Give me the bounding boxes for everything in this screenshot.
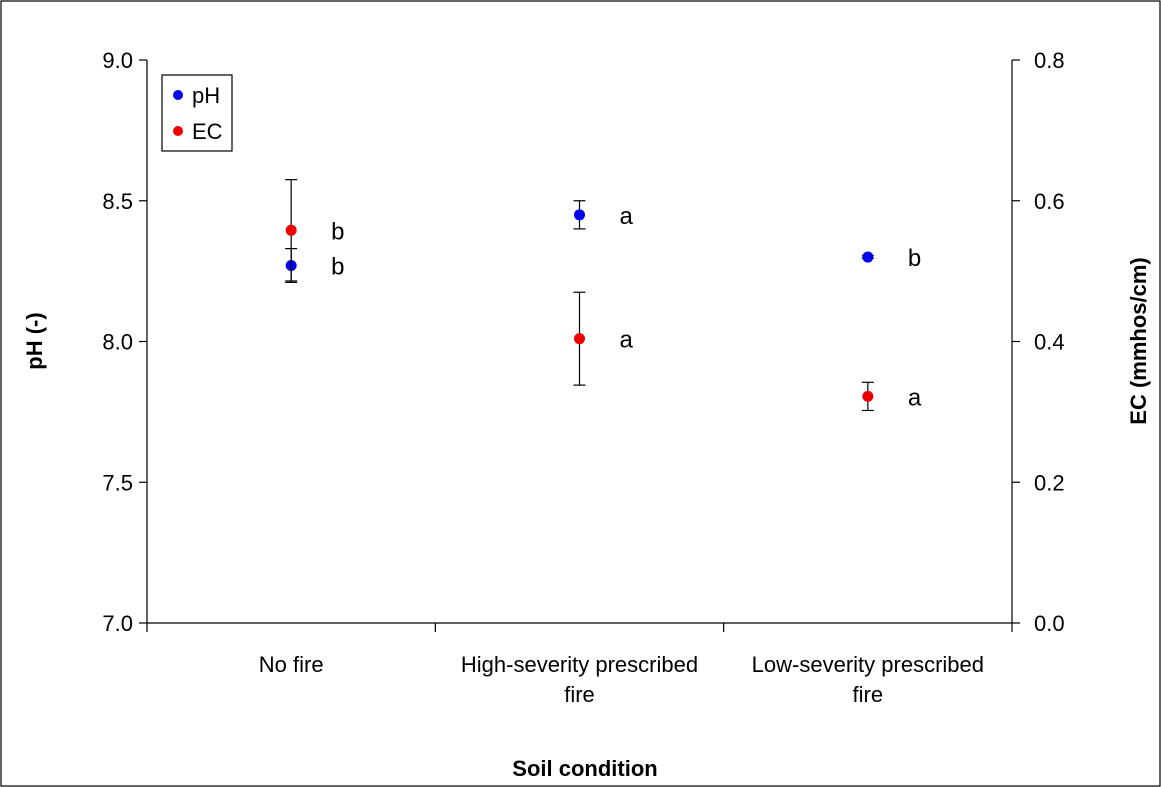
legend-marker-ph [173,90,183,100]
y-right-tick-label: 0.0 [1034,611,1065,636]
x-tick-label: No fire [259,652,324,677]
legend-box [161,74,233,152]
axes: 7.0 7.5 8.0 8.5 9.0 0.0 0.2 0.4 0.6 0.8 No fire Hig… [102,48,1064,707]
legend-label-ec: EC [192,119,223,144]
y-right-tick-label: 0.2 [1034,470,1065,495]
data-point-ec [862,390,874,402]
y-left-tick-label: 8.0 [102,330,133,355]
significance-letter-ph: a [620,203,634,230]
significance-letter-ph: b [908,245,921,272]
data-point-ec [574,333,585,345]
x-tick-label: Low-severity prescribed fire [752,652,984,707]
data-point-ph [862,251,874,263]
x-tick-label-line: Low-severity prescribed [752,652,984,677]
significance-letter-ec: a [620,327,634,354]
x-tick-label-line: fire [853,682,884,707]
y-axis-title-left: pH (-) [22,312,47,369]
x-tick-label: High-severity prescribed fire [461,652,698,707]
x-tick-label-line: fire [564,682,595,707]
y-right-tick-label: 0.6 [1034,189,1065,214]
significance-letter-ec: a [908,384,922,411]
x-axis-title: Soil condition [512,756,657,781]
y-left-tick-label: 9.0 [102,48,133,73]
y-right-tick-label: 0.8 [1034,48,1065,73]
legend-marker-ec [173,126,183,136]
data-point-ph [574,209,585,221]
y-left-tick-label: 7.0 [102,611,133,636]
x-tick-label-line: High-severity prescribed [461,652,698,677]
y-axis-title-right: EC (mmhos/cm) [1126,257,1151,424]
data-point-ec [285,224,297,236]
significance-letter-ec: b [331,218,344,245]
significance-letter-ph: b [331,253,344,280]
y-left-tick-label: 7.5 [102,470,133,495]
legend: pH EC [161,74,233,152]
legend-label-ph: pH [192,83,220,108]
y-left-tick-label: 8.5 [102,189,133,214]
x-tick-label-line: No fire [259,652,324,677]
y-right-tick-label: 0.4 [1034,330,1065,355]
